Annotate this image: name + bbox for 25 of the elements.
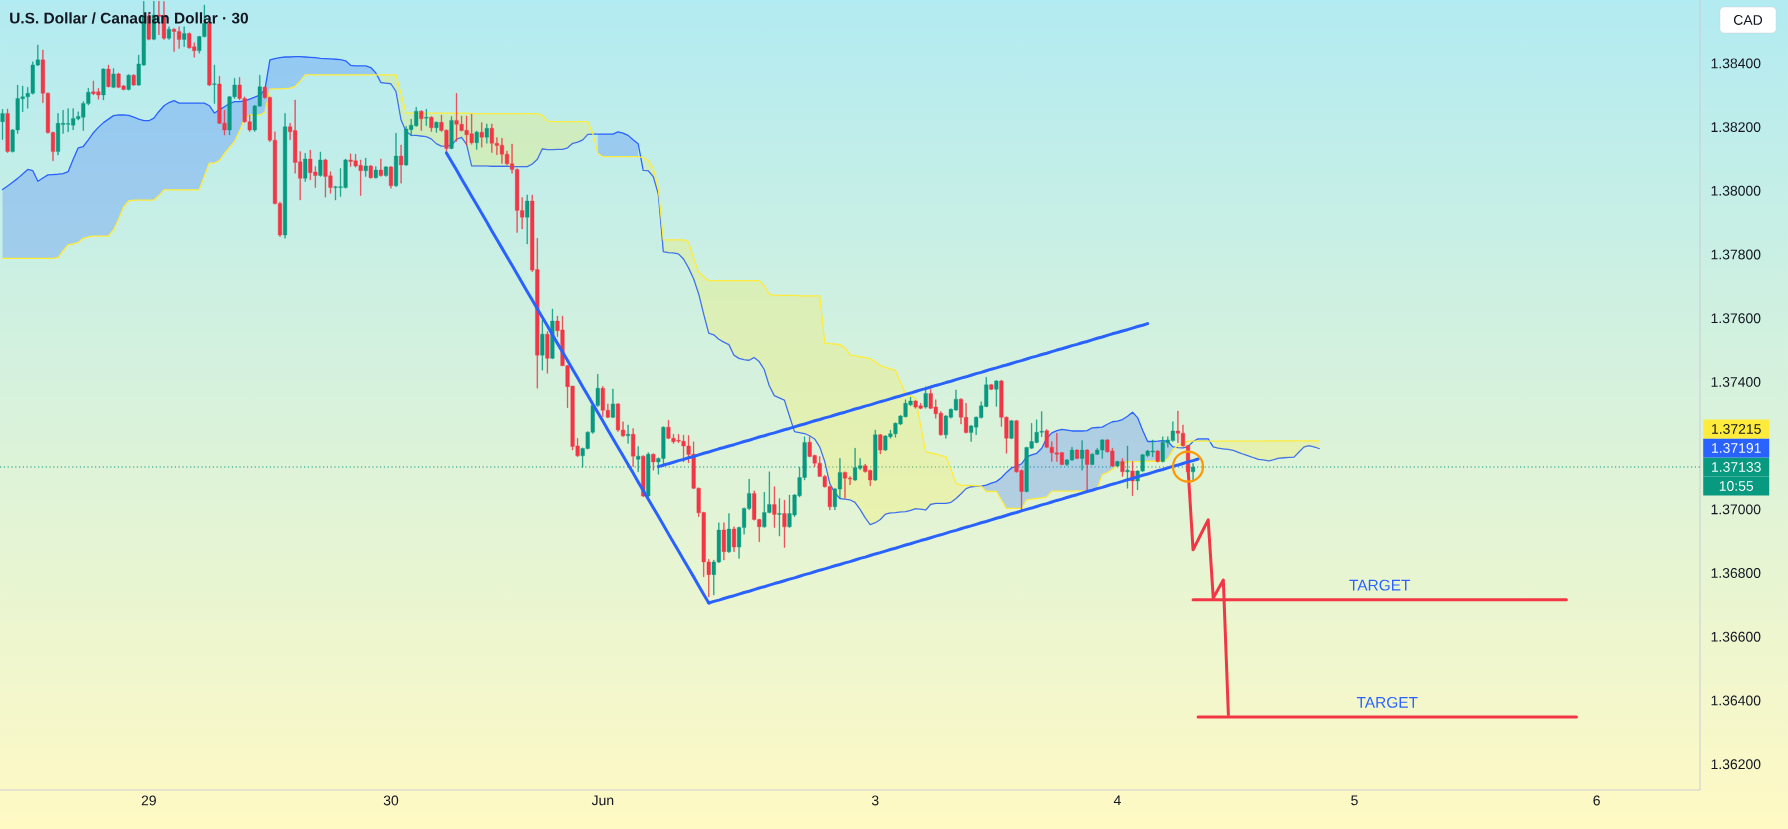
x-tick-label: Jun <box>591 795 614 806</box>
text: 1.37215 <box>1712 424 1761 434</box>
y-tick-label: 1.36600 <box>1711 631 1761 642</box>
y-tick-label: 1.36200 <box>1711 759 1761 770</box>
y-tick-label: 1.36400 <box>1711 695 1761 706</box>
y-tick-label: 1.38000 <box>1711 185 1761 196</box>
y-tick-label: 1.37000 <box>1711 504 1761 515</box>
text: 10:55 <box>1719 481 1754 491</box>
x-tick-label: 3 <box>871 795 879 806</box>
series-label: TARGET <box>1349 579 1411 591</box>
ref-line-label: 1.37133 <box>1712 462 1761 472</box>
x-tick-label: 30 <box>383 795 399 806</box>
y-tick-label: 1.37400 <box>1711 376 1761 387</box>
x-tick-label: 29 <box>141 795 156 806</box>
x-tick-label: 6 <box>1593 795 1600 806</box>
x-tick-label: 5 <box>1351 795 1358 806</box>
text: 1.37191 <box>1712 443 1761 453</box>
y-tick-label: 1.37800 <box>1711 249 1761 260</box>
series-label: TARGET <box>1356 696 1418 708</box>
y-tick-label: 1.38400 <box>1711 58 1761 69</box>
y-tick-label: 1.38200 <box>1711 122 1761 133</box>
x-tick-label: 4 <box>1113 795 1121 806</box>
y-tick-label: 1.36800 <box>1711 568 1761 578</box>
y-tick-label: 1.37600 <box>1711 313 1761 324</box>
y-axis-title: CAD <box>1733 15 1763 25</box>
